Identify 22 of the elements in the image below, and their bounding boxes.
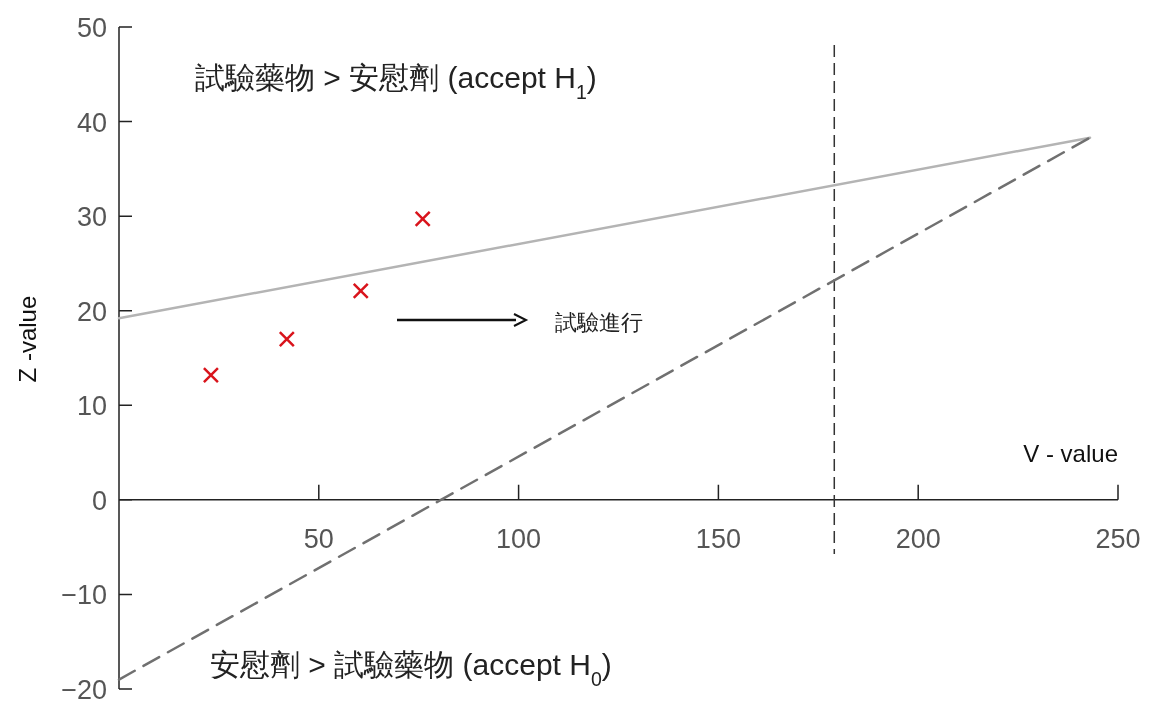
y-tick-label: 30 (76, 202, 107, 233)
point (352, 282, 370, 300)
x-tick-label: 250 (1095, 523, 1141, 554)
x-tick-label: 150 (695, 523, 741, 554)
x-axis-title: V - value (1023, 439, 1118, 467)
y-tick-label: 40 (76, 107, 107, 138)
x-tick-label: 200 (895, 523, 941, 554)
point (202, 366, 220, 384)
point (414, 210, 431, 228)
y-tick-label: 20 (76, 296, 107, 327)
annotation: 試驗進行 (555, 310, 643, 335)
y-tick-label: 10 (76, 391, 107, 422)
annotation: 試驗藥物 > 安慰劑 (accept H$_{1}$) (195, 61, 597, 103)
x-tick-label: 100 (496, 523, 542, 554)
point (278, 330, 296, 348)
y-tick-label: −20 (61, 675, 107, 705)
y-tick-label: 0 (91, 485, 107, 516)
annotation: 安慰劑 > 試驗藥物 (accept H$_{0}$) (210, 648, 612, 690)
y-tick-label: −10 (61, 580, 107, 611)
y-tick-label: 50 (76, 13, 107, 43)
x-tick-label: 50 (303, 523, 334, 554)
y-axis-title: Z -value (14, 295, 41, 383)
